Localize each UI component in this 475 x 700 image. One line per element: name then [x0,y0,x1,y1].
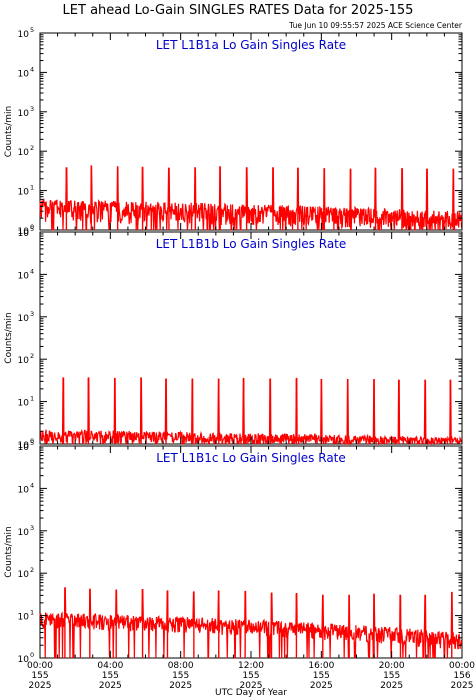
x-tick-label-doy-6: 156 [453,671,470,681]
series-line [39,165,463,231]
panel-title: LET L1B1c Lo Gain Singles Rate [156,451,346,465]
y-tick-label-4: 10 [18,271,30,281]
y-tick-label-4: 10 [18,485,30,495]
x-tick-label-year-4: 2025 [310,681,333,691]
y-tick-label-0: 10 [18,441,30,451]
y-tick-exponent-4: 4 [30,267,34,275]
y-tick-exponent-2: 2 [30,352,34,360]
y-tick-label-1: 10 [18,188,30,198]
y-tick-label-4: 10 [18,69,30,79]
x-tick-label-year-6: 2025 [451,681,474,691]
y-tick-exponent-3: 3 [30,105,34,113]
series-line [39,587,463,659]
x-tick-label-doy-4: 155 [313,671,330,681]
y-tick-exponent-5: 5 [30,225,34,233]
y-tick-exponent-0: 0 [30,651,34,659]
x-tick-label-time-6: 00:00 [449,661,475,671]
x-tick-label-year-1: 2025 [99,681,122,691]
y-tick-label-1: 10 [18,613,30,623]
y-tick-label-0: 10 [18,227,30,237]
panel-title: LET L1B1a Lo Gain Singles Rate [156,38,346,52]
y-tick-exponent-1: 1 [30,609,34,617]
x-tick-label-doy-1: 155 [102,671,119,681]
y-tick-label-3: 10 [18,109,30,119]
y-tick-exponent-5: 5 [30,439,34,447]
figure-title: LET ahead Lo-Gain SINGLES RATES Data for… [63,3,414,18]
x-tick-label-year-3: 2025 [240,681,263,691]
y-tick-exponent-1: 1 [30,184,34,192]
x-tick-label-time-5: 20:00 [379,661,405,671]
y-axis-label: Counts/min [4,106,14,157]
y-tick-exponent-4: 4 [30,481,34,489]
y-tick-exponent-0: 0 [30,223,34,231]
x-tick-label-doy-0: 155 [31,671,48,681]
y-axis-label: Counts/min [4,312,14,363]
y-tick-label-5: 10 [18,30,30,40]
y-tick-exponent-1: 1 [30,395,34,403]
y-tick-label-5: 10 [18,229,30,239]
y-tick-exponent-4: 4 [30,65,34,73]
plot-frame [39,32,463,231]
y-tick-exponent-2: 2 [30,144,34,152]
y-tick-exponent-2: 2 [30,566,34,574]
y-tick-label-3: 10 [18,528,30,538]
y-tick-exponent-3: 3 [30,524,34,532]
generation-timestamp: Tue Jun 10 09:55:57 2025 ACE Science Cen… [288,21,463,30]
x-tick-label-time-3: 12:00 [238,661,264,671]
y-tick-label-2: 10 [18,148,30,158]
x-tick-label-year-0: 2025 [29,681,52,691]
x-tick-label-year-5: 2025 [380,681,403,691]
y-axis-label: Counts/min [4,526,14,577]
y-tick-exponent-5: 5 [30,26,34,34]
x-tick-label-time-4: 16:00 [308,661,334,671]
x-tick-label-doy-3: 155 [242,671,259,681]
y-tick-exponent-0: 0 [30,437,34,445]
y-tick-label-2: 10 [18,356,30,366]
y-tick-label-5: 10 [18,443,30,453]
x-tick-label-doy-5: 155 [383,671,400,681]
y-tick-exponent-3: 3 [30,310,34,318]
x-axis-label: UTC Day of Year [215,688,287,698]
x-tick-label-time-0: 00:00 [27,661,53,671]
panel-title: LET L1B1b Lo Gain Singles Rate [156,237,347,251]
x-tick-label-time-1: 04:00 [97,661,123,671]
y-tick-label-2: 10 [18,570,30,580]
y-tick-label-0: 10 [18,655,30,665]
x-tick-label-doy-2: 155 [172,671,189,681]
x-tick-label-time-2: 08:00 [168,661,194,671]
y-tick-label-3: 10 [18,314,30,324]
x-tick-label-year-2: 2025 [169,681,192,691]
y-tick-label-1: 10 [18,399,30,409]
